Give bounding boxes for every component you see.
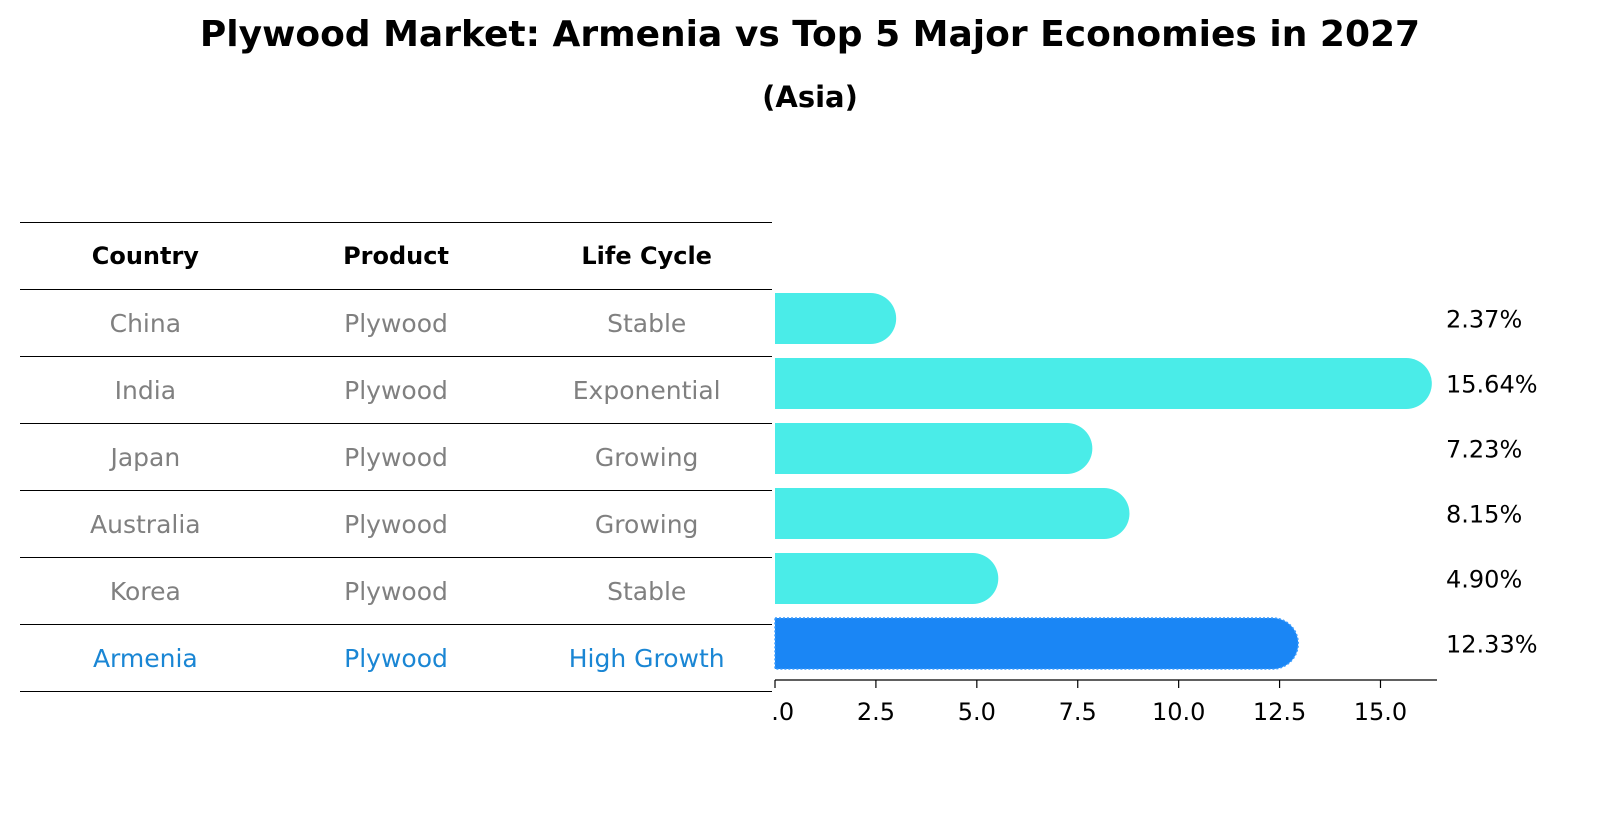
country-cell: Australia xyxy=(90,509,201,539)
chart-title: Plywood Market: Armenia vs Top 5 Major E… xyxy=(199,14,1421,55)
table-row: China Plywood Stable xyxy=(20,290,772,357)
life-cycle-cell: High Growth xyxy=(568,643,725,673)
life-cycle-cell: Growing xyxy=(594,509,699,539)
x-tick-label: 2.5 xyxy=(857,698,895,726)
header-product: Product xyxy=(343,242,449,270)
header-country: Country xyxy=(91,242,199,270)
product-cell: Plywood xyxy=(344,308,448,338)
chart-subtitle: (Asia) xyxy=(762,80,858,114)
product-cell: Plywood xyxy=(344,643,448,673)
x-tick-label: 15.0 xyxy=(1354,698,1407,726)
x-tick-label: 7.5 xyxy=(1059,698,1097,726)
country-cell: India xyxy=(114,375,177,405)
bar-japan xyxy=(775,423,1093,474)
bar-china xyxy=(775,293,897,344)
value-label: 12.33% xyxy=(1446,631,1538,659)
table-row: Australia Plywood Growing xyxy=(20,491,772,558)
country-cell: Armenia xyxy=(92,643,198,673)
product-cell: Plywood xyxy=(344,442,448,472)
x-tick-label: 0.0 xyxy=(770,698,794,726)
header-life-cycle: Life Cycle xyxy=(581,242,712,270)
value-label: 8.15% xyxy=(1446,501,1522,529)
product-cell: Plywood xyxy=(344,509,448,539)
table-header-row: Country Product Life Cycle xyxy=(20,222,772,290)
table-row: Korea Plywood Stable xyxy=(20,558,772,625)
life-cycle-cell: Growing xyxy=(594,442,699,472)
bar-australia xyxy=(775,488,1130,539)
table-row-highlight: Armenia Plywood High Growth xyxy=(20,625,772,692)
table-row: India Plywood Exponential xyxy=(20,357,772,424)
value-label: 7.23% xyxy=(1446,436,1522,464)
bar-chart: 2.37% 15.64% 7.23% 8.15% 4.90% 12.33% 0.0 2.5 5.… xyxy=(770,293,1538,726)
value-label: 2.37% xyxy=(1446,306,1522,334)
table-row: Japan Plywood Growing xyxy=(20,424,772,491)
life-cycle-cell: Stable xyxy=(607,308,687,338)
product-cell: Plywood xyxy=(344,576,448,606)
life-cycle-cell: Exponential xyxy=(572,375,721,405)
country-cell: Korea xyxy=(109,576,181,606)
product-cell: Plywood xyxy=(344,375,448,405)
bar-korea xyxy=(775,553,999,604)
value-label: 15.64% xyxy=(1446,371,1538,399)
bar-india xyxy=(775,358,1432,409)
country-cell: Japan xyxy=(110,442,181,472)
x-tick-label: 12.5 xyxy=(1253,698,1306,726)
value-label: 4.90% xyxy=(1446,566,1522,594)
life-cycle-cell: Stable xyxy=(607,576,687,606)
x-tick-label: 5.0 xyxy=(958,698,996,726)
data-table: Country Product Life Cycle China Plywood… xyxy=(20,222,772,692)
country-cell: China xyxy=(109,308,182,338)
bar-armenia xyxy=(774,617,1299,670)
x-tick-label: 10.0 xyxy=(1152,698,1205,726)
